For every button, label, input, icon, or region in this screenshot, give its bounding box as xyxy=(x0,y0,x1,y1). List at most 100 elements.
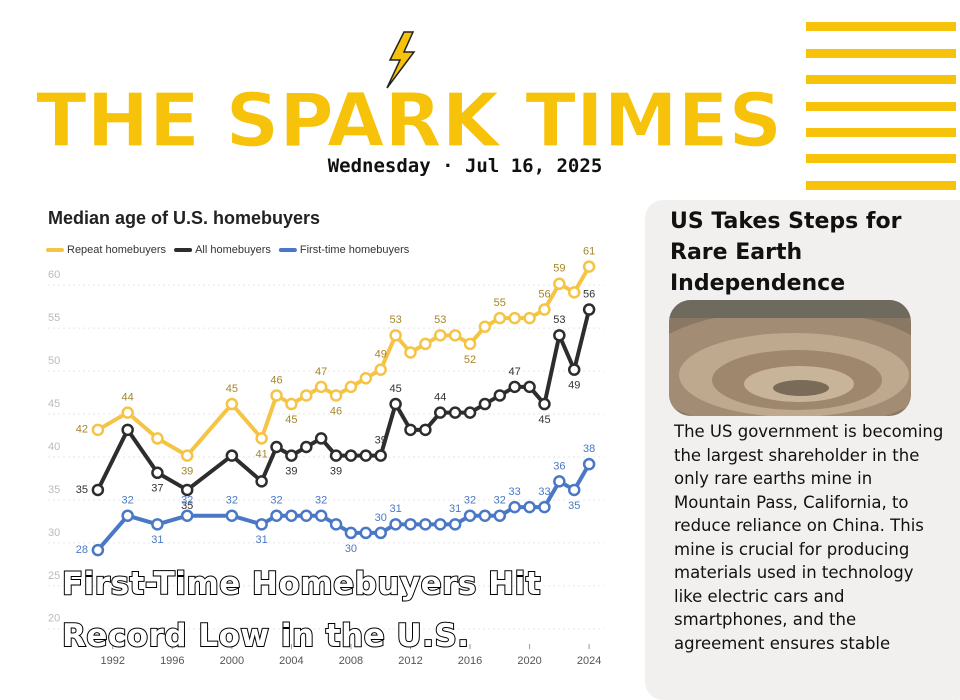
x-tick-label: 2012 xyxy=(398,655,422,667)
y-tick-label: 25 xyxy=(48,570,60,582)
data-point xyxy=(300,440,313,454)
data-point xyxy=(270,389,283,402)
data-point xyxy=(270,509,283,522)
data-label: 45 xyxy=(538,414,550,426)
data-label: 35 xyxy=(76,484,88,496)
data-label: 44 xyxy=(122,392,134,404)
data-label: 59 xyxy=(553,263,565,275)
data-label: 30 xyxy=(345,543,357,555)
legend-label: First-time homebuyers xyxy=(300,244,410,256)
data-point xyxy=(508,500,521,514)
data-label: 61 xyxy=(583,245,595,257)
data-point xyxy=(567,363,581,376)
data-label: 49 xyxy=(568,380,580,392)
data-point xyxy=(285,449,298,462)
data-label: 39 xyxy=(375,434,387,446)
data-point xyxy=(389,397,402,411)
data-point xyxy=(508,380,521,394)
data-label: 52 xyxy=(464,354,476,366)
data-label: 31 xyxy=(256,534,268,546)
stripes xyxy=(806,22,956,190)
data-point xyxy=(374,449,387,462)
x-tick-label: 2008 xyxy=(339,655,363,667)
data-point xyxy=(463,406,477,419)
article-image xyxy=(669,300,911,416)
data-label: 32 xyxy=(270,495,282,507)
data-point xyxy=(463,337,477,351)
data-point xyxy=(463,509,477,522)
data-point xyxy=(478,509,492,522)
data-point xyxy=(553,329,566,342)
data-point xyxy=(523,311,536,325)
data-point xyxy=(151,466,164,480)
data-label: 44 xyxy=(434,392,446,404)
data-point xyxy=(91,483,105,497)
data-point xyxy=(493,509,507,522)
data-point xyxy=(314,380,328,394)
data-label: 39 xyxy=(181,465,193,477)
data-point xyxy=(419,337,432,351)
data-point xyxy=(91,543,105,557)
data-point xyxy=(538,303,551,316)
y-tick-label: 45 xyxy=(48,398,60,410)
chart-card xyxy=(40,200,625,678)
data-point xyxy=(255,475,268,488)
data-point xyxy=(478,397,492,411)
data-label: 39 xyxy=(285,465,297,477)
data-point xyxy=(582,457,596,471)
data-point xyxy=(493,389,507,402)
data-label: 32 xyxy=(226,495,238,507)
x-tick-label: 2024 xyxy=(577,655,601,667)
data-point xyxy=(225,397,239,411)
x-tick-label: 2004 xyxy=(279,655,303,667)
data-label: 47 xyxy=(509,366,521,378)
data-label: 31 xyxy=(151,534,163,546)
data-point xyxy=(478,320,492,333)
data-point xyxy=(374,363,387,376)
y-tick-label: 60 xyxy=(48,269,60,281)
data-point xyxy=(180,449,194,462)
data-label: 53 xyxy=(389,314,401,326)
chart-title: Median age of U.S. homebuyers xyxy=(48,208,320,228)
data-point xyxy=(270,440,283,454)
y-tick-label: 50 xyxy=(48,355,60,367)
y-tick-label: 20 xyxy=(48,613,60,625)
data-point xyxy=(493,311,507,325)
data-label: 56 xyxy=(538,288,550,300)
data-point xyxy=(508,311,521,325)
data-point xyxy=(567,483,581,497)
data-point xyxy=(404,518,417,531)
data-point xyxy=(255,518,268,531)
y-tick-label: 30 xyxy=(48,527,60,539)
data-label: 32 xyxy=(122,495,134,507)
data-point xyxy=(389,329,402,342)
data-label: 46 xyxy=(330,405,342,417)
data-point xyxy=(225,449,239,462)
x-tick-label: 1996 xyxy=(160,655,184,667)
legend-label: Repeat homebuyers xyxy=(67,244,167,256)
data-point xyxy=(329,389,343,402)
data-point xyxy=(225,509,239,522)
data-label: 41 xyxy=(256,448,268,460)
data-point xyxy=(419,518,432,531)
data-point xyxy=(582,260,596,273)
data-label: 37 xyxy=(151,483,163,495)
data-point xyxy=(285,397,298,411)
data-point xyxy=(523,500,536,514)
data-point xyxy=(344,449,358,462)
x-tick-label: 2000 xyxy=(220,655,244,667)
data-point xyxy=(434,518,447,531)
data-label: 45 xyxy=(226,383,238,395)
headline: First-Time Homebuyers Hit Record Low in … xyxy=(61,565,542,655)
data-label: 32 xyxy=(494,495,506,507)
data-label: 55 xyxy=(494,297,506,309)
data-point xyxy=(180,509,194,522)
x-tick-label: 2020 xyxy=(517,655,541,667)
data-label: 45 xyxy=(389,383,401,395)
data-point xyxy=(151,432,164,445)
data-point xyxy=(523,380,536,394)
article-title: US Takes Steps for Rare Earth Independen… xyxy=(670,209,902,296)
data-label: 35 xyxy=(181,500,193,512)
data-point xyxy=(180,483,194,497)
series-line xyxy=(96,463,591,552)
